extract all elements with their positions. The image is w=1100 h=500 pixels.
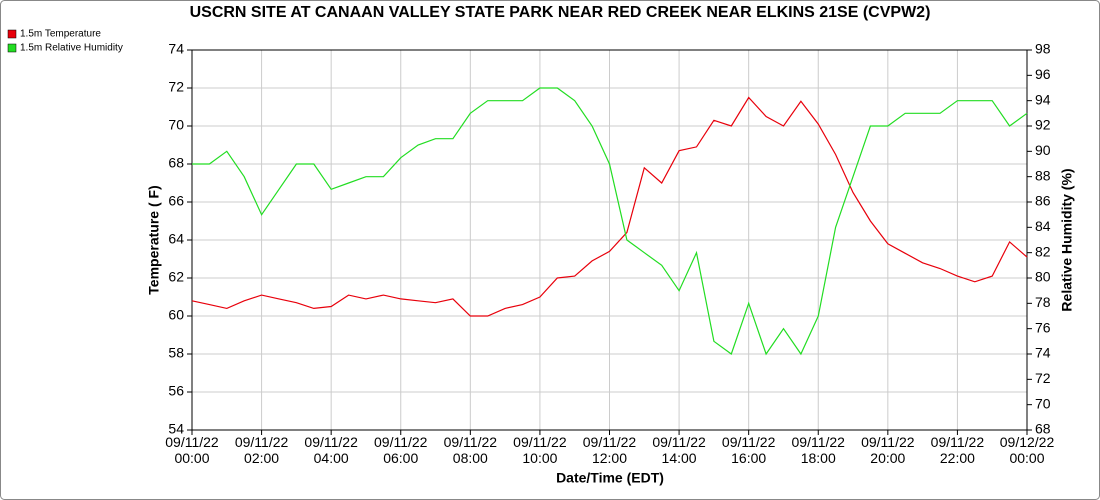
y2-tick-label: 84 — [1035, 218, 1051, 234]
y2-tick-label: 72 — [1035, 370, 1051, 386]
y2-tick-label: 96 — [1035, 66, 1051, 82]
y2-tick-label: 80 — [1035, 269, 1051, 285]
y-tick-label: 72 — [168, 79, 184, 95]
y2-tick-label: 68 — [1035, 421, 1051, 437]
y-tick-label: 66 — [168, 193, 184, 209]
y2-tick-label: 82 — [1035, 243, 1051, 259]
y2-tick-label: 92 — [1035, 117, 1051, 133]
x-tick-label: 09/11/22 16:00 — [721, 434, 776, 466]
x-tick-label: 09/11/22 20:00 — [861, 434, 915, 466]
x-tick-label: 09/11/22 12:00 — [582, 434, 637, 466]
legend-label: 1.5m Temperature — [20, 29, 101, 40]
y-tick-label: 56 — [168, 383, 184, 399]
y-tick-label: 70 — [168, 117, 184, 133]
y2-tick-label: 74 — [1035, 345, 1051, 361]
x-tick-label: 09/11/22 14:00 — [652, 434, 706, 466]
y-tick-label: 64 — [168, 231, 184, 247]
y-tick-label: 62 — [168, 269, 184, 285]
y-tick-label: 74 — [168, 41, 184, 57]
y-tick-label: 60 — [168, 307, 184, 323]
x-tick-label: 09/11/22 06:00 — [374, 434, 428, 466]
y-tick-label: 54 — [168, 421, 184, 437]
y2-tick-label: 70 — [1035, 395, 1051, 411]
y2-tick-label: 86 — [1035, 193, 1051, 209]
x-tick-label: 09/11/22 18:00 — [791, 434, 845, 466]
chart-title: USCRN SITE AT CANAAN VALLEY STATE PARK N… — [190, 4, 931, 21]
legend-swatch — [7, 29, 17, 39]
y2-tick-label: 98 — [1035, 41, 1051, 57]
x-tick-label: 09/11/22 10:00 — [513, 434, 567, 466]
legend-label: 1.5m Relative Humidity — [20, 43, 123, 54]
x-tick-label: 09/11/22 02:00 — [234, 434, 289, 466]
y-tick-label: 58 — [168, 345, 184, 361]
series-line — [191, 96, 1028, 317]
y2-tick-label: 90 — [1035, 142, 1051, 158]
legend-swatch — [7, 43, 17, 53]
y2-axis-label: Relative Humidity (%) — [1059, 168, 1075, 311]
y2-tick-label: 94 — [1035, 91, 1051, 107]
y2-tick-label: 76 — [1035, 319, 1051, 335]
y2-tick-label: 88 — [1035, 167, 1051, 183]
x-tick-label: 09/11/22 04:00 — [304, 434, 358, 466]
y-axis-label: Temperature ( F) — [146, 185, 162, 294]
series-line — [192, 87, 1028, 356]
x-tick-label: 09/12/22 00:00 — [999, 434, 1055, 466]
y-tick-label: 68 — [168, 155, 184, 171]
x-tick-label: 09/11/22 00:00 — [165, 434, 219, 466]
y2-tick-label: 78 — [1035, 294, 1051, 310]
plot-border — [191, 49, 1028, 431]
x-tick-label: 09/11/22 08:00 — [443, 434, 498, 466]
x-axis-label: Date/Time (EDT) — [556, 470, 664, 486]
x-tick-label: 09/11/22 22:00 — [930, 434, 985, 466]
